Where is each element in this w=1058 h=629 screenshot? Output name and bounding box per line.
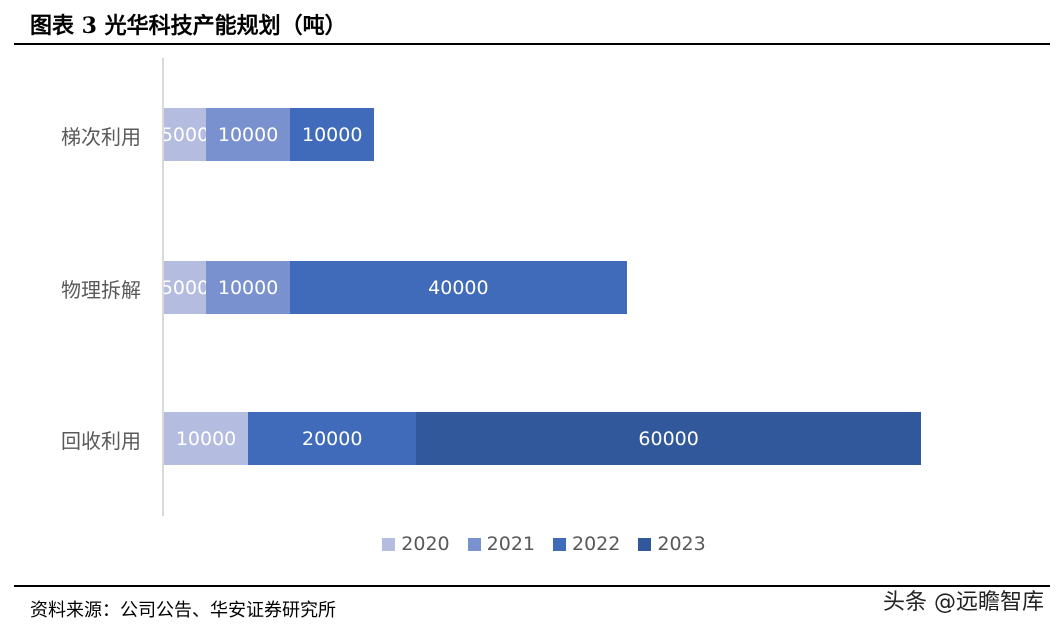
bar-segment-2021: 10000 xyxy=(206,108,291,161)
data-label: 40000 xyxy=(428,276,489,299)
data-label: 5000 xyxy=(164,123,207,146)
legend-item: 2023 xyxy=(638,533,706,555)
legend-label: 2020 xyxy=(401,533,450,555)
data-label: 10000 xyxy=(301,123,363,146)
legend-item: 2020 xyxy=(382,533,450,555)
bar-segment-2022: 20000 xyxy=(248,412,417,465)
category-label: 梯次利用 xyxy=(61,125,141,149)
legend-swatch xyxy=(553,537,566,551)
bar-segment-2023: 60000 xyxy=(416,412,921,465)
bar-segment-2021: 10000 xyxy=(206,261,291,314)
legend-label: 2021 xyxy=(486,533,535,555)
data-label: 10000 xyxy=(175,427,237,450)
data-label: 5000 xyxy=(164,276,207,299)
watermark: 头条 @远瞻智库 xyxy=(883,590,1044,615)
data-label: 60000 xyxy=(638,427,699,450)
category-label: 回收利用 xyxy=(61,429,141,453)
figure-title: 图表 3 光华科技产能规划（吨） xyxy=(30,13,347,39)
legend: 2020 2021 2022 2023 xyxy=(0,533,1058,555)
category-axis-line xyxy=(162,58,164,516)
legend-swatch xyxy=(382,537,396,551)
bar-segment-2022: 10000 xyxy=(290,108,375,161)
bar-segment-2020: 5000 xyxy=(164,261,207,314)
source-note: 资料来源：公司公告、华安证券研究所 xyxy=(30,600,336,621)
legend-item: 2022 xyxy=(553,533,620,555)
bar-segment-2020: 5000 xyxy=(164,108,207,161)
legend-swatch xyxy=(467,537,481,551)
top-rule xyxy=(14,43,1050,45)
bar-segment-2022: 40000 xyxy=(290,261,627,314)
data-label: 10000 xyxy=(217,276,279,299)
data-label: 20000 xyxy=(301,427,363,450)
bottom-rule xyxy=(14,585,1050,587)
bar-segment-2020: 10000 xyxy=(164,412,249,465)
legend-item: 2021 xyxy=(467,533,535,555)
legend-label: 2023 xyxy=(657,533,706,555)
data-label: 10000 xyxy=(217,123,279,146)
legend-swatch xyxy=(638,537,652,551)
category-label: 物理拆解 xyxy=(61,278,141,302)
legend-label: 2022 xyxy=(572,533,621,555)
